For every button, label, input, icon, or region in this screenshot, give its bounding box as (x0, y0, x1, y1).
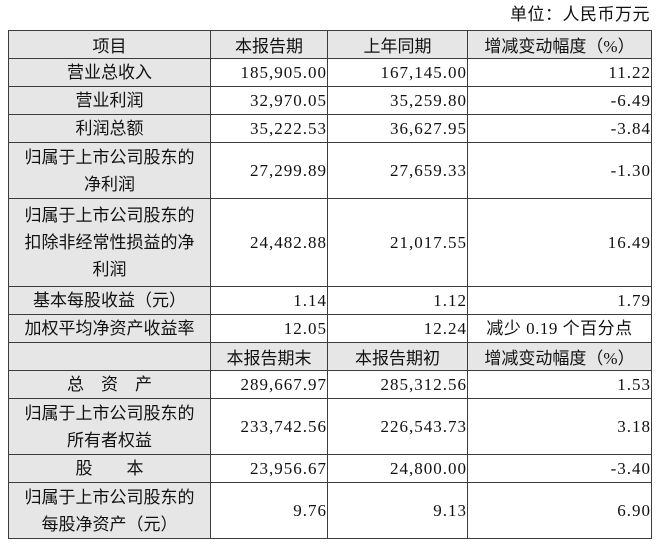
current-period-cell: 1.14 (210, 286, 328, 315)
change-cell: 11.22 (467, 58, 652, 87)
table-row-operating-profit: 营业利润 32,970.05 35,259.80 -6.49 (8, 86, 652, 115)
prior-period-cell: 21,017.55 (327, 198, 468, 287)
current-period-cell: 24,482.88 (210, 198, 328, 287)
item-cell: 基本每股收益（元） (8, 286, 211, 315)
change-cell: 3.18 (467, 398, 652, 455)
table-row-net-profit-attributable: 归属于上市公司股东的 净利润 27,299.89 27,659.33 -1.30 (8, 142, 652, 199)
change-cell: -1.30 (467, 142, 652, 199)
current-period-cell: 289,667.97 (210, 370, 328, 399)
table-row-total-revenue: 营业总收入 185,905.00 167,145.00 11.22 (8, 58, 652, 87)
balance-header-row: 本报告期末 本报告期初 增减变动幅度（%） (8, 342, 652, 371)
change-cell: 1.53 (467, 370, 652, 399)
col-header-change-pct: 增减变动幅度（%） (467, 30, 652, 59)
prior-period-cell: 35,259.80 (327, 86, 468, 115)
table-row-total-assets: 总 资 产 289,667.97 285,312.56 1.53 (8, 370, 652, 399)
prior-period-cell: 167,145.00 (327, 58, 468, 87)
item-cell: 加权平均净资产收益率 (8, 314, 211, 343)
prior-period-cell: 1.12 (327, 286, 468, 315)
change-cell: -6.49 (467, 86, 652, 115)
prior-period-cell: 9.13 (327, 482, 468, 539)
item-cell: 营业利润 (8, 86, 211, 115)
col-header-prior-period: 上年同期 (327, 30, 468, 59)
prior-period-cell: 36,627.95 (327, 114, 468, 143)
col-header-item: 项目 (8, 30, 211, 59)
table-row-total-profit: 利润总额 35,222.53 36,627.95 -3.84 (8, 114, 652, 143)
change-cell: 16.49 (467, 198, 652, 287)
item-cell: 总 资 产 (8, 370, 211, 399)
current-period-cell: 233,742.56 (210, 398, 328, 455)
table-row-share-capital: 股 本 23,956.67 24,800.00 -3.40 (8, 454, 652, 483)
item-cell: 营业总收入 (8, 58, 211, 87)
col-header-period-begin: 本报告期初 (327, 342, 468, 371)
current-period-cell: 23,956.67 (210, 454, 328, 483)
change-cell: -3.84 (467, 114, 652, 143)
col-header-period-end: 本报告期末 (210, 342, 328, 371)
item-cell: 归属于上市公司股东的 净利润 (8, 142, 211, 199)
table-row-owners-equity-attributable: 归属于上市公司股东的 所有者权益 233,742.56 226,543.73 3… (8, 398, 652, 455)
table-row-net-profit-excl-nonrecurring: 归属于上市公司股东的 扣除非经常性损益的净 利润 24,482.88 21,01… (8, 198, 652, 287)
prior-period-cell: 12.24 (327, 314, 468, 343)
current-period-cell: 27,299.89 (210, 142, 328, 199)
item-cell: 归属于上市公司股东的 每股净资产（元） (8, 482, 211, 539)
prior-period-cell: 27,659.33 (327, 142, 468, 199)
table-row-basic-eps: 基本每股收益（元） 1.14 1.12 1.79 (8, 286, 652, 315)
table-row-nav-per-share: 归属于上市公司股东的 每股净资产（元） 9.76 9.13 6.90 (8, 482, 652, 539)
item-cell: 归属于上市公司股东的 扣除非经常性损益的净 利润 (8, 198, 211, 287)
col-header-blank (8, 342, 211, 371)
current-period-cell: 35,222.53 (210, 114, 328, 143)
item-cell: 归属于上市公司股东的 所有者权益 (8, 398, 211, 455)
current-period-cell: 32,970.05 (210, 86, 328, 115)
col-header-change-pct: 增减变动幅度（%） (467, 342, 652, 371)
change-cell: 1.79 (467, 286, 652, 315)
item-cell: 股 本 (8, 454, 211, 483)
item-cell: 利润总额 (8, 114, 211, 143)
current-period-cell: 12.05 (210, 314, 328, 343)
table-row-weighted-avg-roe: 加权平均净资产收益率 12.05 12.24 减少 0.19 个百分点 (8, 314, 652, 343)
change-cell: -3.40 (467, 454, 652, 483)
unit-label: 单位：人民币万元 (510, 5, 650, 24)
prior-period-cell: 226,543.73 (327, 398, 468, 455)
prior-period-cell: 285,312.56 (327, 370, 468, 399)
col-header-current-period: 本报告期 (210, 30, 328, 59)
period-header-row: 项目 本报告期 上年同期 增减变动幅度（%） (8, 30, 652, 59)
change-cell: 6.90 (467, 482, 652, 539)
current-period-cell: 185,905.00 (210, 58, 328, 87)
financial-summary-table: 项目 本报告期 上年同期 增减变动幅度（%） 营业总收入 185,905.00 … (8, 30, 652, 539)
prior-period-cell: 24,800.00 (327, 454, 468, 483)
change-cell: 减少 0.19 个百分点 (467, 314, 652, 343)
current-period-cell: 9.76 (210, 482, 328, 539)
